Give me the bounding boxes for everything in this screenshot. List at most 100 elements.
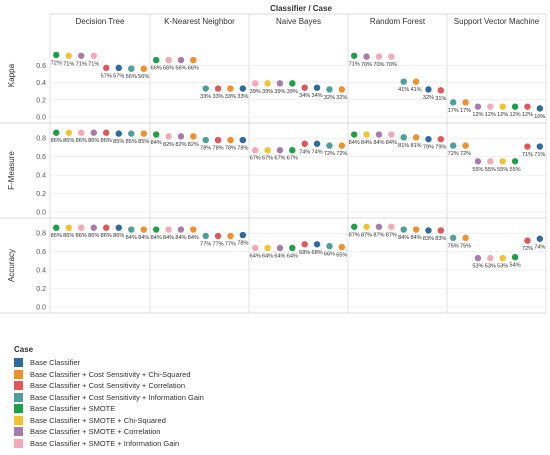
data-point (301, 84, 308, 91)
data-point (350, 131, 358, 138)
data-label: 75% (460, 243, 471, 249)
data-label: 72% (460, 151, 471, 157)
data-label: 64% (250, 253, 261, 259)
legend-swatch (14, 415, 23, 425)
y-tick-label: 0.6 (36, 249, 46, 256)
data-point (251, 80, 259, 87)
data-point (412, 134, 420, 141)
data-point (251, 244, 259, 252)
data-label: 33% (237, 94, 248, 100)
data-point (462, 142, 469, 149)
data-label: 66% (188, 66, 199, 72)
data-point (128, 226, 135, 233)
data-label: 86% (76, 138, 87, 144)
data-label: 65% (336, 253, 347, 259)
data-label: 31% (435, 96, 446, 102)
data-point (65, 224, 72, 231)
legend-swatch (14, 358, 23, 368)
data-point (363, 131, 370, 138)
data-point (239, 136, 247, 144)
data-label: 71% (76, 61, 87, 67)
data-label: 74% (534, 244, 545, 250)
data-label: 55% (497, 167, 508, 173)
data-point (437, 135, 445, 143)
data-point (152, 226, 160, 233)
data-point (499, 254, 506, 262)
data-label: 33% (212, 94, 223, 100)
data-label: 84% (188, 235, 199, 241)
y-tick-label: 0.6 (36, 154, 46, 161)
data-label: 84% (151, 235, 162, 241)
data-label: 82% (188, 142, 199, 148)
data-point (251, 147, 259, 154)
data-point (276, 244, 284, 252)
data-label: 17% (460, 108, 471, 114)
data-point (103, 224, 110, 231)
data-point (264, 244, 271, 252)
data-point (449, 142, 457, 149)
legend-item: Base Classifier + Cost Sensitivity + Chi… (14, 369, 204, 381)
y-tick-label: 0.2 (36, 97, 46, 104)
data-label: 84% (175, 235, 186, 241)
data-label: 54% (509, 263, 520, 269)
faceted-dot-chart: Classifier / Case Decision Tree K-Nearest… (0, 4, 547, 314)
y-tick-label: 0.0 (36, 305, 46, 312)
data-point (276, 80, 284, 87)
data-point (412, 226, 420, 233)
y-tick-label: 0.2 (36, 191, 46, 198)
y-tick-label: 0.8 (36, 136, 46, 143)
y-axis-label: Kappa (7, 63, 16, 87)
data-label: 57% (101, 73, 112, 79)
data-point (449, 234, 457, 242)
legend-swatch (14, 427, 23, 437)
data-point (301, 140, 308, 147)
data-label: 84% (398, 235, 409, 241)
data-label: 53% (485, 264, 496, 270)
data-point (190, 56, 197, 64)
legend-item: Base Classifier + SMOTE + Chi-Squared (14, 415, 204, 427)
data-point (474, 103, 482, 110)
data-point (412, 78, 420, 85)
data-point (115, 130, 122, 137)
legend-swatch (14, 404, 23, 414)
data-label: 64% (287, 253, 298, 259)
data-label: 70% (386, 62, 397, 68)
data-point (227, 85, 234, 92)
data-label: 72% (448, 151, 459, 157)
panel-header: Random Forest (370, 17, 426, 26)
data-point (375, 53, 383, 60)
data-point (103, 129, 110, 136)
panel-header: Decision Tree (76, 17, 125, 26)
data-point (289, 80, 296, 87)
legend: Case Base Classifier Base Classifier + Co… (14, 345, 204, 449)
data-label: 78% (237, 146, 248, 152)
data-point (301, 241, 308, 248)
data-label: 82% (175, 142, 186, 148)
data-point (140, 226, 147, 233)
data-point (326, 242, 333, 250)
y-tick-label: 0.0 (36, 115, 46, 122)
data-point (239, 85, 247, 92)
data-label: 77% (225, 241, 236, 247)
data-label: 34% (311, 93, 322, 99)
data-label: 71% (534, 152, 545, 158)
data-label: 32% (324, 95, 335, 101)
data-label: 56% (138, 74, 149, 80)
data-point (462, 99, 469, 106)
legend-label: Base Classifier + Cost Sensitivity + Cor… (30, 381, 186, 391)
data-label: 87% (386, 232, 397, 238)
data-point (425, 227, 432, 234)
data-label: 39% (287, 89, 298, 95)
legend-label: Base Classifier + SMOTE + Chi-Squared (30, 415, 166, 425)
data-label: 82% (163, 142, 174, 148)
data-label: 67% (287, 156, 298, 162)
data-point (425, 135, 432, 143)
legend-label: Base Classifier + SMOTE (30, 404, 116, 414)
data-point (239, 231, 247, 239)
data-point (289, 244, 296, 252)
data-point (177, 133, 185, 140)
data-point (202, 85, 209, 92)
data-point (276, 147, 284, 154)
panel-header: Support Vector Machine (454, 17, 540, 26)
data-point (437, 227, 445, 234)
